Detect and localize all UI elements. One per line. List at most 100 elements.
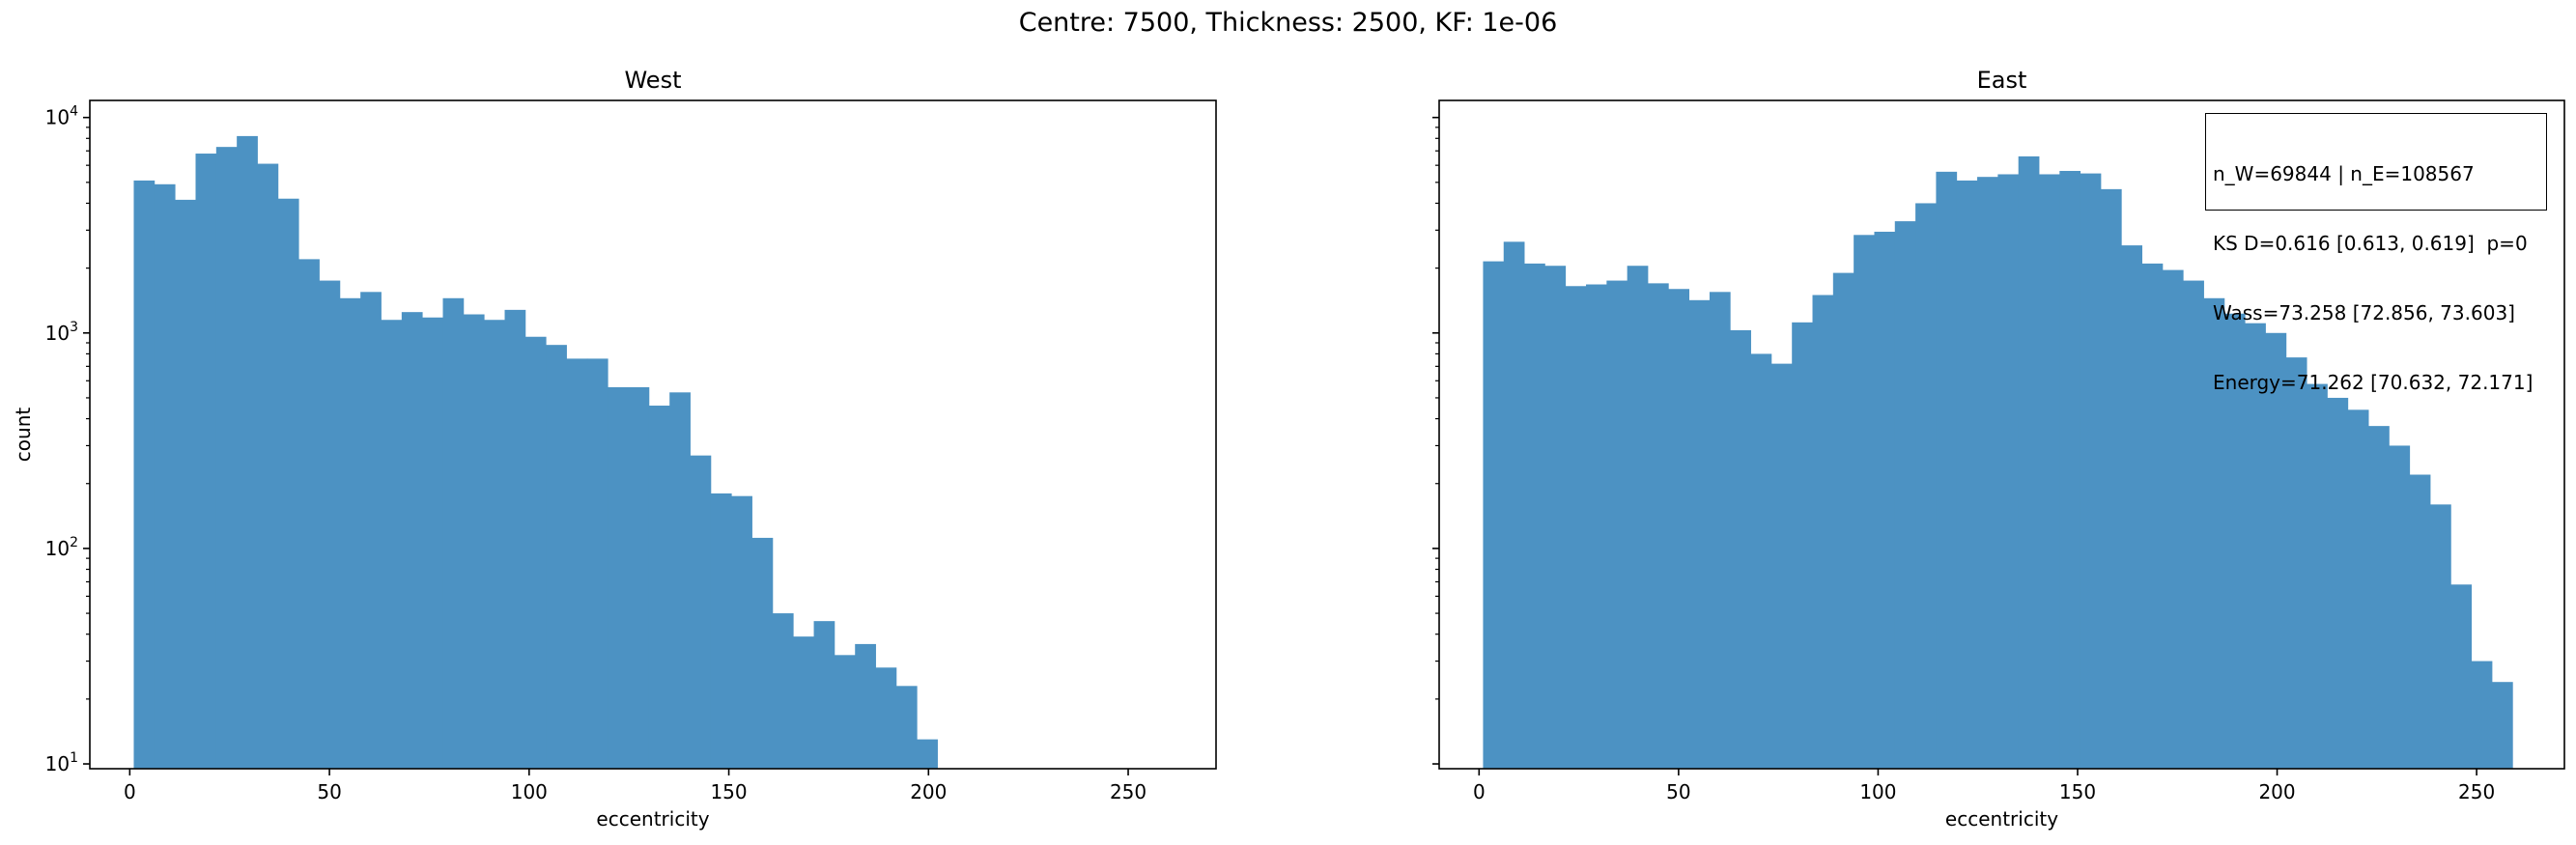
histogram-bar [360, 292, 382, 769]
histogram-bar [2491, 682, 2513, 769]
histogram-bar [2141, 263, 2164, 769]
histogram-bar [1647, 283, 1669, 769]
histogram-bar [608, 386, 629, 769]
x-tick-label: 150 [2059, 780, 2096, 803]
stats-line-ks: KS D=0.616 [0.613, 0.619] p=0 [2213, 232, 2528, 255]
histogram-bar [690, 455, 712, 769]
histogram-bar [1812, 295, 1834, 769]
histogram-bar [2450, 584, 2473, 769]
x-tick-label: 250 [1110, 780, 1146, 803]
y-tick-label: 101 [45, 750, 78, 775]
x-tick-label: 50 [1666, 780, 1690, 803]
histogram-bar [1627, 266, 1649, 770]
axes-frame [89, 99, 1217, 770]
histogram-bar [1894, 221, 1916, 770]
histogram-bar [1915, 203, 1937, 769]
x-tick-label: 200 [910, 780, 947, 803]
histogram-bar [895, 686, 918, 769]
histogram-bar [793, 636, 814, 769]
x-tick-label: 0 [124, 780, 136, 803]
histogram-bar [917, 739, 938, 769]
histogram-bar [298, 259, 320, 769]
histogram-bar [215, 147, 238, 769]
histogram-bar [401, 312, 423, 769]
histogram-bar [1688, 299, 1711, 769]
histogram-bar [2245, 323, 2266, 769]
histogram-bar [154, 183, 176, 770]
histogram-bar [1792, 322, 1813, 769]
y-tick-label: 104 [45, 104, 78, 129]
histogram-bar [1709, 292, 1731, 769]
histogram-bar [731, 495, 752, 769]
histogram-bar [2080, 173, 2102, 770]
histogram-bar [813, 621, 835, 769]
histogram-bar [669, 392, 691, 769]
histogram-bar [442, 297, 465, 769]
histogram-bar [2059, 170, 2081, 770]
histogram-bar [2018, 155, 2040, 769]
histogram-bar [277, 198, 299, 770]
histogram-bar [1874, 231, 1896, 769]
histogram-bar [2162, 269, 2184, 770]
histogram-bar [2430, 504, 2451, 769]
histogram-bar [2223, 313, 2246, 769]
histogram-bar [1854, 235, 1875, 770]
histogram-bar [1956, 180, 1978, 769]
histogram-bar [2327, 397, 2349, 769]
x-tick-label: 150 [710, 780, 747, 803]
histogram-bar [648, 406, 670, 769]
histogram-bar [855, 643, 876, 769]
axes-title: West [624, 67, 681, 94]
histogram-bar [524, 336, 547, 769]
histogram-bar [504, 309, 526, 769]
stats-line-energy: Energy=71.262 [70.632, 72.171] [2213, 371, 2534, 394]
x-tick-label: 250 [2458, 780, 2495, 803]
histogram-bar [2265, 332, 2287, 769]
histogram-bar [1668, 289, 1690, 769]
histogram-bar [1832, 272, 1854, 770]
axes-frame [1438, 99, 2565, 770]
histogram-bar [628, 386, 650, 769]
x-axis-label: eccentricity [596, 807, 709, 831]
histogram-bar [2368, 426, 2390, 769]
histogram-bar [2100, 188, 2122, 769]
axes-title: East [1977, 67, 2027, 94]
histogram-bar [1524, 263, 1545, 769]
histogram-bar [772, 613, 794, 769]
histogram-bar [422, 317, 443, 769]
histogram-bar [2183, 280, 2204, 769]
histogram-bar [834, 655, 856, 769]
histogram-bar [257, 163, 279, 769]
histogram-bar [133, 180, 156, 769]
histogram-bar [2409, 474, 2431, 769]
histogram-bar [2039, 174, 2060, 770]
histogram-bar [1483, 261, 1505, 769]
histogram-bar [2471, 661, 2493, 769]
histogram-bar [546, 345, 567, 769]
histogram-bar [1730, 329, 1751, 769]
x-tick-label: 50 [317, 780, 341, 803]
y-tick-label: 102 [45, 535, 78, 560]
stats-line-wass: Wass=73.258 [72.856, 73.603] [2213, 301, 2515, 324]
x-tick-label: 100 [1859, 780, 1896, 803]
stats-annotation-box: n_W=69844 | n_E=108567 KS D=0.616 [0.613… [2205, 113, 2547, 394]
histogram-bar [319, 280, 341, 769]
figure-suptitle: Centre: 7500, Thickness: 2500, KF: 1e-06 [1018, 8, 1558, 38]
histogram-bar [195, 154, 217, 770]
histogram-bar [175, 199, 196, 769]
histogram-bar [2121, 245, 2142, 769]
histogram-bar [237, 135, 258, 769]
histogram-bar [1750, 353, 1772, 769]
histogram-bar [2307, 383, 2328, 769]
x-axis-label: eccentricity [1945, 807, 2058, 831]
histogram-bar [381, 320, 403, 769]
histogram-bar [484, 320, 505, 769]
x-tick-label: 0 [1473, 780, 1486, 803]
east-panel: 0 50 100 150 200 250 East eccentricity [1432, 67, 2565, 831]
histogram-bar [1565, 286, 1587, 769]
histogram-bar [1997, 174, 2020, 770]
histogram-bar [2347, 409, 2369, 769]
histogram-bar [1503, 241, 1525, 770]
histogram-bar [710, 493, 732, 769]
